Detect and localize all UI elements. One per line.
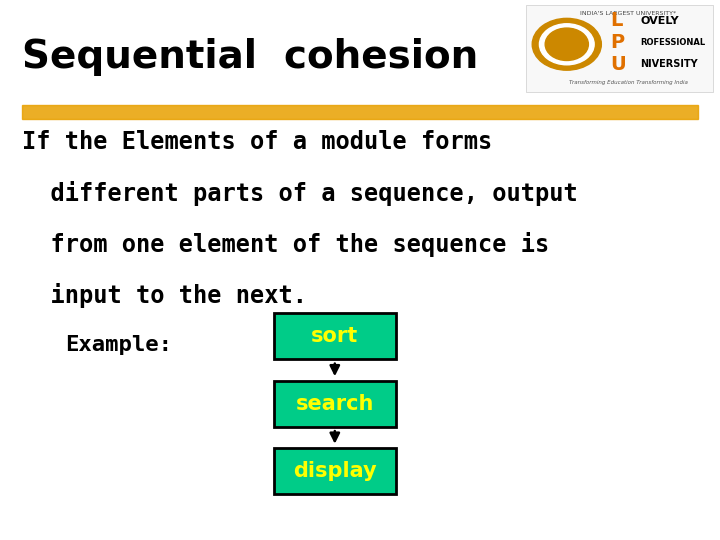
Text: L: L (610, 11, 622, 30)
Text: Transforming Education Transforming India: Transforming Education Transforming Indi… (569, 80, 688, 85)
Text: different parts of a sequence, output: different parts of a sequence, output (22, 181, 577, 206)
Bar (526, 5, 713, 92)
Circle shape (545, 28, 588, 60)
Text: If the Elements of a module forms: If the Elements of a module forms (22, 130, 492, 153)
Bar (274, 448, 396, 494)
Text: P: P (610, 33, 624, 52)
Text: display: display (293, 461, 377, 481)
Circle shape (532, 18, 601, 70)
Text: input to the next.: input to the next. (22, 284, 307, 308)
Text: OVELY: OVELY (640, 16, 679, 26)
Text: NIVERSITY: NIVERSITY (640, 59, 698, 69)
Text: Example:: Example: (65, 335, 172, 355)
Text: Sequential  cohesion: Sequential cohesion (22, 38, 478, 76)
Text: sort: sort (311, 326, 359, 346)
Text: U: U (610, 55, 626, 73)
Bar (274, 313, 396, 359)
Circle shape (539, 24, 594, 65)
Text: ROFESSIONAL: ROFESSIONAL (640, 38, 705, 47)
Text: from one element of the sequence is: from one element of the sequence is (22, 232, 549, 257)
Bar (22, 105, 698, 119)
Bar (274, 381, 396, 427)
Text: search: search (296, 394, 374, 414)
Text: INDIA'S LARGEST UNIVERSITY*: INDIA'S LARGEST UNIVERSITY* (580, 11, 677, 16)
